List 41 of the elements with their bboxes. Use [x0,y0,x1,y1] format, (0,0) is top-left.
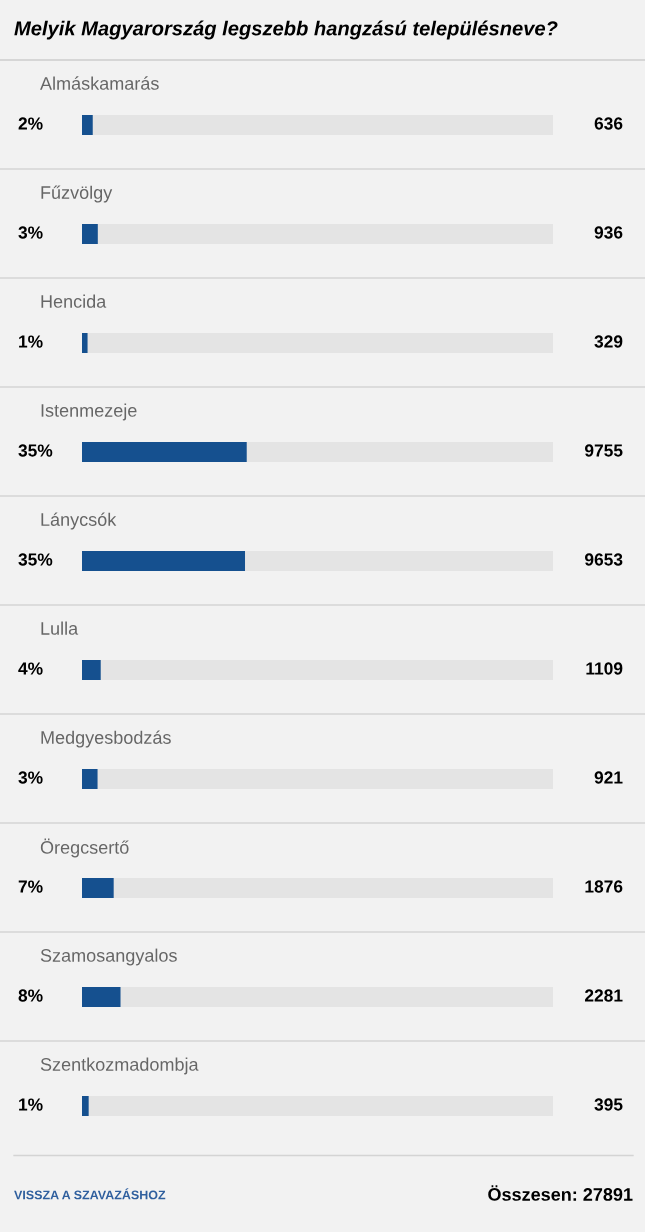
bar [82,224,98,244]
bar [82,115,93,135]
text: 2% [18,117,43,130]
y-tick-label: Szentkozmadombja [40,1057,199,1075]
y-tick-label: Szamosangyalos [40,948,177,966]
text: Összesen: 27891 [488,1185,633,1201]
bar [82,1096,89,1116]
data-label: 921 [594,771,623,784]
text: 8% [18,989,43,1002]
y-tick-label: Almáskamarás [40,76,159,90]
data-label: 636 [594,117,623,130]
bar [82,769,98,789]
y-tick-label: Öregcsertő [40,838,129,858]
y-tick-label: Istenmezeje [41,403,137,421]
y-tick-label: Hencida [41,294,107,308]
bar [82,987,121,1007]
text: 7% [18,880,43,893]
y-tick-label: Medgyesbodzás [41,730,171,748]
data-label: 9653 [584,553,623,566]
data-label: 1109 [586,662,623,675]
bar [82,660,101,680]
text: 3% [18,771,43,784]
data-label: 936 [594,226,623,239]
bar [82,333,88,353]
y-tick-label: Fűzvölgy [41,185,113,203]
text: 35% [18,444,53,457]
data-label: 1876 [585,880,623,893]
data-label: 395 [594,1098,623,1111]
y-tick-label: Lánycsók [41,512,117,530]
text: 4% [18,662,43,675]
data-label: 9755 [584,444,623,457]
y-tick-label: Lulla [41,621,79,635]
text: 1% [19,1098,43,1111]
text: 35% [18,553,53,566]
chart-title: Melyik Magyarország legszebb hangzású településneve? [14,20,558,40]
bar [82,878,114,898]
data-label: 329 [594,335,623,348]
data-label: 2281 [584,989,623,1002]
text: 1% [19,335,43,348]
text: 3% [18,226,43,239]
text: VISSZA A SZAVAZÁSHOZ [14,1188,166,1200]
